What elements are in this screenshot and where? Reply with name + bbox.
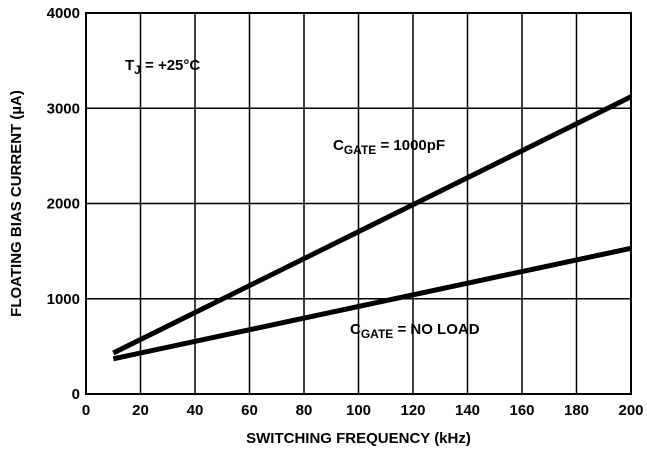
series-lines — [112, 94, 633, 362]
x-tick-label: 160 — [509, 402, 534, 419]
x-tick-label: 200 — [618, 402, 643, 419]
junction-temperature-annotation: TJ = +25°C — [125, 57, 200, 77]
x-tick-label: 180 — [564, 402, 589, 419]
x-tick-label: 80 — [296, 402, 313, 419]
series-line-1 — [112, 94, 633, 356]
y-tick-label: 3000 — [47, 100, 80, 117]
plot-frame — [85, 12, 632, 395]
x-tick-label: 60 — [241, 402, 258, 419]
x-tick-label: 0 — [82, 402, 90, 419]
series-label-no-load: CGATE = NO LOAD — [350, 321, 480, 341]
y-axis-label: FLOATING BIAS CURRENT (µA) — [8, 90, 25, 317]
x-tick-label: 120 — [400, 402, 425, 419]
x-tick-label: 20 — [132, 402, 149, 419]
x-axis-label: SWITCHING FREQUENCY (kHz) — [246, 430, 471, 447]
y-tick-label: 2000 — [47, 196, 80, 213]
y-tick-label: 1000 — [47, 291, 80, 308]
y-tick-label: 4000 — [47, 5, 80, 22]
y-tick-label: 0 — [72, 386, 80, 403]
x-tick-label: 140 — [455, 402, 480, 419]
x-tick-label: 100 — [346, 402, 371, 419]
y-tick-labels: 0 1000 2000 3000 4000 — [47, 5, 80, 403]
series-label-1000pf: CGATE = 1000pF — [333, 137, 445, 157]
x-tick-labels: 0 20 40 60 80 100 120 140 160 180 200 — [82, 402, 644, 419]
x-tick-label: 40 — [187, 402, 204, 419]
series-line-2 — [112, 245, 632, 362]
